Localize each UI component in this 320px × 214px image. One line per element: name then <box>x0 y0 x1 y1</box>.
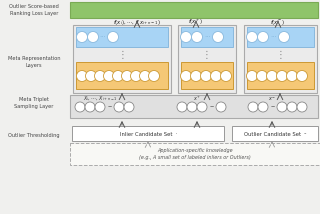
FancyBboxPatch shape <box>70 95 318 118</box>
FancyBboxPatch shape <box>244 25 317 93</box>
Circle shape <box>124 102 134 112</box>
Circle shape <box>131 70 141 82</box>
Text: Application-specific knowledge
(e.g., A small set of labeled inliers or Outliers: Application-specific knowledge (e.g., A … <box>139 148 251 160</box>
Text: Outlier Candidate Set  ᵒ: Outlier Candidate Set ᵒ <box>244 131 306 137</box>
Text: ···: ··· <box>204 34 212 40</box>
FancyBboxPatch shape <box>247 62 314 89</box>
Text: ⋮: ⋮ <box>202 50 212 60</box>
Text: $f(x^+)$: $f(x^+)$ <box>188 17 204 27</box>
Circle shape <box>257 70 268 82</box>
Text: –: – <box>210 103 214 111</box>
Text: ⋮: ⋮ <box>275 50 285 60</box>
Circle shape <box>297 70 308 82</box>
Text: Inlier Candidate Set  ᴵ: Inlier Candidate Set ᴵ <box>120 131 176 137</box>
Circle shape <box>201 70 212 82</box>
Circle shape <box>122 70 132 82</box>
Text: Outlier Score-based
Ranking Loss Layer: Outlier Score-based Ranking Loss Layer <box>9 4 59 16</box>
Text: $f(x_i)$, $\cdots$, $f(x_{i+n-1})$: $f(x_i)$, $\cdots$, $f(x_{i+n-1})$ <box>113 18 161 27</box>
Circle shape <box>267 70 277 82</box>
FancyBboxPatch shape <box>76 27 168 47</box>
Circle shape <box>190 70 202 82</box>
Text: $X_i$, $\cdots$, $X_{i+n-1}$: $X_i$, $\cdots$, $X_{i+n-1}$ <box>83 95 117 103</box>
Circle shape <box>246 31 258 43</box>
Circle shape <box>286 70 298 82</box>
FancyBboxPatch shape <box>72 126 224 141</box>
Circle shape <box>277 102 287 112</box>
Text: –: – <box>108 103 112 111</box>
FancyBboxPatch shape <box>247 27 314 47</box>
Circle shape <box>212 31 223 43</box>
Text: $f(x^-)$: $f(x^-)$ <box>270 18 286 27</box>
Text: ···: ··· <box>100 34 106 40</box>
Circle shape <box>248 102 258 112</box>
Circle shape <box>76 70 87 82</box>
Circle shape <box>85 70 97 82</box>
Circle shape <box>191 31 203 43</box>
Circle shape <box>177 102 187 112</box>
Circle shape <box>297 102 307 112</box>
Text: ⋮: ⋮ <box>117 50 127 60</box>
Text: –: – <box>271 103 275 111</box>
Text: $x^+$: $x^+$ <box>193 95 201 103</box>
Circle shape <box>216 102 226 112</box>
FancyBboxPatch shape <box>73 25 171 93</box>
Circle shape <box>258 31 268 43</box>
Circle shape <box>211 70 221 82</box>
Circle shape <box>75 102 85 112</box>
Circle shape <box>148 70 159 82</box>
Circle shape <box>114 102 124 112</box>
Text: ···: ··· <box>271 34 277 40</box>
FancyBboxPatch shape <box>232 126 318 141</box>
FancyBboxPatch shape <box>178 25 236 93</box>
Circle shape <box>140 70 150 82</box>
Circle shape <box>108 31 118 43</box>
Circle shape <box>187 102 197 112</box>
Circle shape <box>113 70 124 82</box>
Circle shape <box>197 102 207 112</box>
Circle shape <box>76 31 87 43</box>
Circle shape <box>246 70 258 82</box>
FancyBboxPatch shape <box>76 62 168 89</box>
Circle shape <box>103 70 115 82</box>
Circle shape <box>95 102 105 112</box>
Text: Outlier Thresholding: Outlier Thresholding <box>8 132 60 138</box>
Circle shape <box>180 70 191 82</box>
FancyBboxPatch shape <box>70 143 320 165</box>
Circle shape <box>220 70 231 82</box>
Circle shape <box>276 70 287 82</box>
Circle shape <box>94 70 106 82</box>
FancyBboxPatch shape <box>181 27 233 47</box>
Text: $x^-$: $x^-$ <box>268 95 276 103</box>
FancyBboxPatch shape <box>70 2 318 18</box>
Circle shape <box>287 102 297 112</box>
Circle shape <box>180 31 191 43</box>
Circle shape <box>87 31 99 43</box>
Circle shape <box>85 102 95 112</box>
Text: Meta Representation
Layers: Meta Representation Layers <box>8 56 60 68</box>
Text: Meta Triplet
Sampling Layer: Meta Triplet Sampling Layer <box>14 97 54 109</box>
Circle shape <box>278 31 290 43</box>
FancyBboxPatch shape <box>181 62 233 89</box>
Circle shape <box>258 102 268 112</box>
